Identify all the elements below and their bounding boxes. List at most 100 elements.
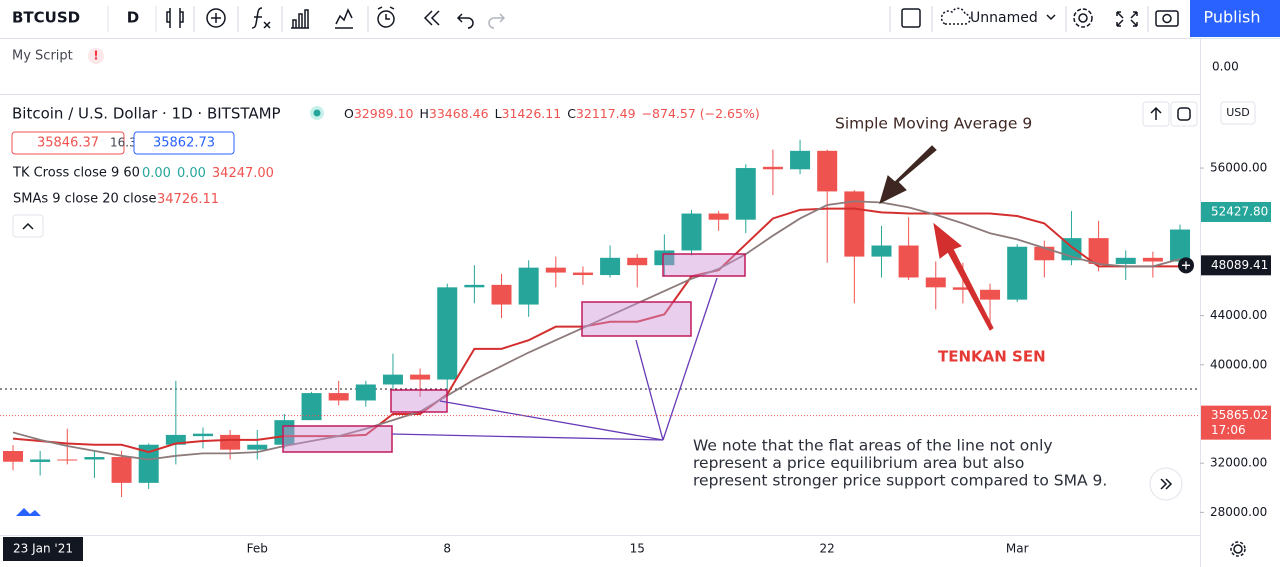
candle-body <box>572 272 593 276</box>
candle-body <box>84 457 105 460</box>
ohlc-key: H <box>420 106 429 121</box>
warning-icon[interactable]: ! <box>93 49 98 63</box>
interval[interactable]: D <box>127 9 139 27</box>
pane-up-icon[interactable] <box>1150 106 1162 120</box>
candle-body <box>30 459 51 462</box>
pane-max[interactable] <box>1170 101 1198 127</box>
ohlc-value: 31426.11 <box>502 106 562 121</box>
indicator-values: 0.00 0.00 34247.00 <box>142 166 274 181</box>
ohlc-key: C <box>567 106 576 121</box>
price-label: 48089.41 <box>1211 258 1268 272</box>
y-tick-label: 40000.00 <box>1210 357 1267 371</box>
candle-body <box>111 457 132 483</box>
ohlc-key: O <box>344 106 354 121</box>
annotation: TENKAN SEN <box>938 348 1046 366</box>
ohlc: O32989.10 H33468.46 L31426.11 C32117.49 −874… <box>344 106 760 121</box>
candle-body <box>871 245 892 257</box>
indicator-value: 0.00 <box>142 166 171 181</box>
indicator-values: 34726.11 <box>157 192 219 207</box>
crosshair-time-box <box>3 537 83 561</box>
x-tick-label: Feb <box>247 542 268 556</box>
collapse-icon[interactable] <box>22 222 34 230</box>
candle-body <box>382 374 403 385</box>
y-tick-label: 32000.00 <box>1210 456 1267 470</box>
collapse-button[interactable] <box>12 214 44 238</box>
symbol[interactable]: BTCUSD <box>12 9 80 27</box>
x-tick-label: 8 <box>443 542 451 556</box>
candle-body <box>301 393 322 421</box>
toolbar-icons[interactable] <box>166 6 1179 32</box>
highlight-box <box>662 253 746 277</box>
annotation: Simple Moving Average 9 <box>835 115 1032 133</box>
highlight-box <box>581 301 692 337</box>
candle-body <box>491 284 512 305</box>
candle-body <box>220 434 241 450</box>
price-label: 52427.80 <box>1211 204 1268 218</box>
ask[interactable]: 35862.73 <box>153 136 215 151</box>
bid[interactable]: 35846.37 <box>37 136 99 151</box>
pointer-line <box>439 400 664 441</box>
candle-body <box>980 289 1001 300</box>
script-value: 0.00 <box>1212 60 1239 74</box>
candle-body <box>437 287 458 380</box>
currency[interactable]: USD <box>1226 106 1250 119</box>
scroll-icon[interactable] <box>1160 478 1173 490</box>
indicator-value: 34726.11 <box>157 192 219 207</box>
candle-body <box>518 267 539 305</box>
x-tick-label: 22 <box>820 542 835 556</box>
pointer-line <box>391 433 664 441</box>
bid-box[interactable] <box>11 131 125 155</box>
sma-arrow <box>879 145 937 204</box>
candle-body <box>790 150 811 170</box>
indicator-value: 34247.00 <box>212 166 274 181</box>
y-tick-label: 28000.00 <box>1210 505 1267 519</box>
pointer-line <box>662 277 718 441</box>
indicator-line <box>12 207 1181 454</box>
candle-body <box>165 434 186 445</box>
candle-body <box>762 166 783 170</box>
candle-body <box>464 284 485 288</box>
candle-body <box>1115 257 1136 264</box>
logo <box>16 508 41 516</box>
ask-box[interactable] <box>133 131 235 155</box>
publish-label[interactable]: Publish <box>1203 8 1260 27</box>
candle-body <box>1170 229 1191 262</box>
ohlc-value: 32117.49 <box>576 106 636 121</box>
price-label-sub: 17:06 <box>1211 423 1246 437</box>
pane-max-icon[interactable] <box>1177 107 1191 121</box>
candle-body <box>817 150 838 192</box>
candle-body <box>355 384 376 401</box>
candle-body <box>410 374 431 380</box>
x-tick-label: Mar <box>1006 542 1029 556</box>
ohlc-line: O32989.10 H33468.46 L31426.11 C32117.49 −874… <box>344 106 760 121</box>
candle-body <box>600 257 621 276</box>
x-tick-label: 23 Jan '21 <box>13 542 73 556</box>
candle-body <box>708 213 729 220</box>
highlight-box <box>390 389 448 413</box>
tenkan-arrow <box>933 222 994 331</box>
candle-body <box>328 393 349 401</box>
candle-body <box>1007 246 1028 300</box>
script-name: My Script <box>12 49 73 64</box>
layout-name[interactable]: Unnamed <box>970 10 1038 26</box>
candle-body <box>925 277 946 288</box>
price-label-box <box>1201 255 1271 276</box>
annotation-note: represent stronger price support compare… <box>693 472 1107 490</box>
publish-button[interactable] <box>1190 0 1280 37</box>
candle-body <box>898 245 919 278</box>
ohlc-value: 32989.10 <box>354 106 414 121</box>
crosshair-add-icon <box>1182 261 1190 270</box>
candle-body <box>627 257 648 266</box>
candle-body <box>138 444 159 483</box>
candle-body <box>57 459 78 461</box>
pointer-line <box>635 339 664 441</box>
annotation-note: We note that the flat areas of the line … <box>693 437 1053 455</box>
indicator-name: SMAs 9 close 20 close <box>13 192 156 207</box>
ohlc-value: 33468.46 <box>429 106 489 121</box>
indicator-name: TK Cross close 9 60 <box>12 166 140 181</box>
settings-icon[interactable] <box>1230 541 1246 557</box>
currency-box[interactable] <box>1220 101 1256 125</box>
price-label: 35865.02 <box>1211 408 1268 422</box>
warning-badge[interactable] <box>88 48 104 64</box>
candle-body <box>1142 257 1163 262</box>
